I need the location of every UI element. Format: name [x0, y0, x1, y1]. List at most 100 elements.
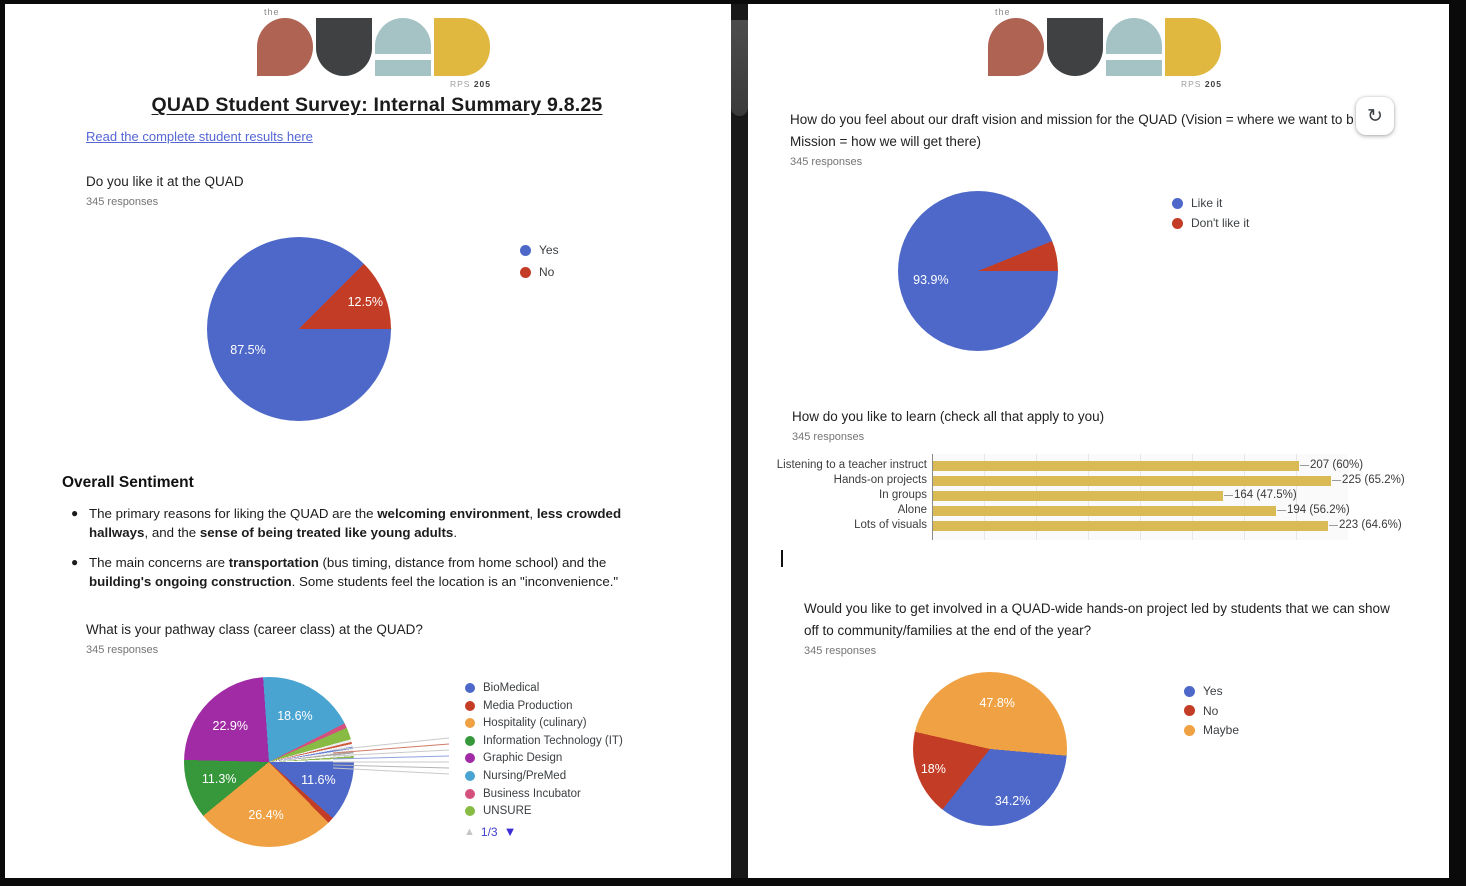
- logo-letter-q: [988, 18, 1044, 76]
- legend-item: UNSURE: [465, 805, 623, 817]
- question-learn: How do you like to learn (check all that…: [792, 409, 1105, 424]
- logo-letter-a: [375, 18, 431, 76]
- legend-involve: Yes No Maybe: [1184, 684, 1239, 743]
- bar-leader-line: [1329, 524, 1338, 526]
- legend-item-label: Maybe: [1203, 723, 1240, 737]
- document-page-left: the RPS 205 QUAD Student Survey: Interna…: [5, 4, 731, 878]
- bar: [933, 461, 1299, 471]
- legend-item-label: Yes: [539, 243, 559, 257]
- bar: [933, 491, 1223, 501]
- logo-the-text: the: [264, 7, 280, 17]
- results-link[interactable]: Read the complete student results here: [86, 129, 313, 144]
- question-vision-line2: Mission = how we will get there): [790, 134, 981, 149]
- logo-letter-a: [1106, 18, 1162, 76]
- bar: [933, 521, 1328, 531]
- pie-slice-label: 93.9%: [913, 273, 949, 288]
- overall-sentiment-heading: Overall Sentiment: [62, 474, 194, 491]
- legend-pagination: ▲ 1/3 ▼: [464, 824, 516, 839]
- logo-letter-d: [1165, 18, 1221, 76]
- legend-item-label: No: [1203, 703, 1219, 718]
- pie-slice-label: 47.8%: [979, 696, 1015, 711]
- logo-letter-u: [1047, 18, 1103, 76]
- responses-count: 345 responses: [804, 645, 877, 657]
- text-cursor: [781, 550, 783, 567]
- legend-item: Like it: [1172, 196, 1249, 210]
- pie-slice-label: 22.9%: [212, 719, 248, 734]
- legend-item: Hospitality (culinary): [465, 717, 623, 729]
- legend-pathway: BioMedical Media Production Hospitality (c…: [465, 682, 623, 823]
- legend-color-dot: [465, 806, 475, 817]
- logo-letter-d: [434, 18, 490, 76]
- sentiment-bullet-2: ● The main concerns are transportation (…: [71, 555, 619, 589]
- bar-value-label: 207 (60%): [1300, 459, 1363, 471]
- legend-color-dot: [1172, 217, 1183, 229]
- legend-item-label: BioMedical: [483, 682, 540, 694]
- bar-value-label: 194 (56.2%): [1277, 504, 1350, 516]
- bullet-marker: ●: [71, 555, 79, 569]
- page-gap: [731, 4, 748, 878]
- pie-slice-label: 18%: [920, 762, 946, 777]
- legend-color-dot: [465, 718, 475, 729]
- responses-count: 345 responses: [792, 431, 865, 443]
- legend-item: Yes: [520, 243, 559, 257]
- legend-item-label: Media Production: [483, 699, 573, 712]
- bar-category-label: Listening to a teacher instruct: [776, 459, 927, 471]
- logo-letter-u: [316, 18, 372, 76]
- pie-chart-involve: 34.2% 18% 47.8%: [913, 672, 1067, 826]
- logo-rps-205: RPS 205: [1180, 79, 1222, 89]
- logo-letter-q: [257, 18, 313, 76]
- quad-logo: the RPS 205: [988, 7, 1224, 91]
- legend-color-dot: [465, 735, 475, 746]
- bar-category-label: Hands-on projects: [833, 474, 927, 486]
- bar-category-label: In groups: [879, 489, 927, 501]
- legend-color-dot: [1172, 197, 1183, 209]
- bar-leader-line: [1300, 464, 1309, 466]
- legend-item-label: No: [539, 265, 555, 279]
- pie-slice-label: 11.6%: [301, 773, 336, 788]
- bar-value-label: 164 (47.5%): [1224, 489, 1297, 501]
- page-gap-shadow: [731, 20, 748, 116]
- legend-item: Media Production: [465, 700, 623, 712]
- bar-category-label: Lots of visuals: [854, 519, 927, 531]
- legend-color-dot: [465, 753, 475, 764]
- legend-page-indicator: 1/3: [480, 824, 498, 839]
- refresh-button[interactable]: ↻: [1356, 97, 1394, 135]
- bar: [933, 506, 1276, 516]
- bullet-marker: ●: [71, 506, 79, 520]
- legend-item-label: Information Technology (IT): [483, 734, 623, 747]
- question-vision-line1: How do you feel about our draft vision a…: [790, 112, 1354, 127]
- pie-slice-label: 87.5%: [230, 343, 266, 358]
- page-title: QUAD Student Survey: Internal Summary 9.…: [151, 94, 603, 116]
- pie-slice-label: 11.3%: [201, 772, 237, 787]
- bar-leader-line: [1277, 509, 1286, 511]
- quad-logo: the RPS 205: [257, 7, 493, 91]
- legend-color-dot: [1184, 705, 1195, 716]
- bar: [933, 476, 1331, 486]
- bar-category-label: Alone: [897, 504, 927, 516]
- responses-count: 345 responses: [86, 644, 159, 656]
- legend-item-label: Yes: [1203, 684, 1223, 698]
- legend-item: BioMedical: [465, 682, 623, 694]
- pie-chart-vision: 93.9%: [898, 191, 1058, 351]
- legend-item-label: UNSURE: [483, 805, 532, 818]
- legend-item: No: [520, 265, 559, 279]
- legend-page-down-arrow[interactable]: ▼: [503, 824, 517, 839]
- legend-item: Yes: [1184, 684, 1239, 698]
- quad-logo-shapes: [988, 18, 1221, 76]
- question-like-quad: Do you like it at the QUAD: [86, 174, 244, 189]
- sentiment-bullet-1: ● The primary reasons for liking the QUA…: [71, 506, 622, 540]
- refresh-icon: ↻: [1367, 105, 1383, 127]
- legend-item: Business Incubator: [465, 788, 623, 800]
- question-involve-line2: off to community/families at the end of …: [804, 623, 1092, 638]
- bar-leader-line: [1332, 479, 1341, 481]
- quad-logo-shapes: [257, 18, 490, 76]
- legend-color-dot: [520, 266, 531, 278]
- legend-color-dot: [465, 700, 475, 711]
- responses-count: 345 responses: [790, 156, 863, 168]
- legend-page-up-arrow[interactable]: ▲: [464, 825, 475, 838]
- pie-slice-label: 34.2%: [994, 794, 1031, 809]
- logo-rps-205: RPS 205: [449, 79, 491, 89]
- legend-color-dot: [520, 244, 531, 256]
- legend-item-label: Business Incubator: [483, 787, 581, 800]
